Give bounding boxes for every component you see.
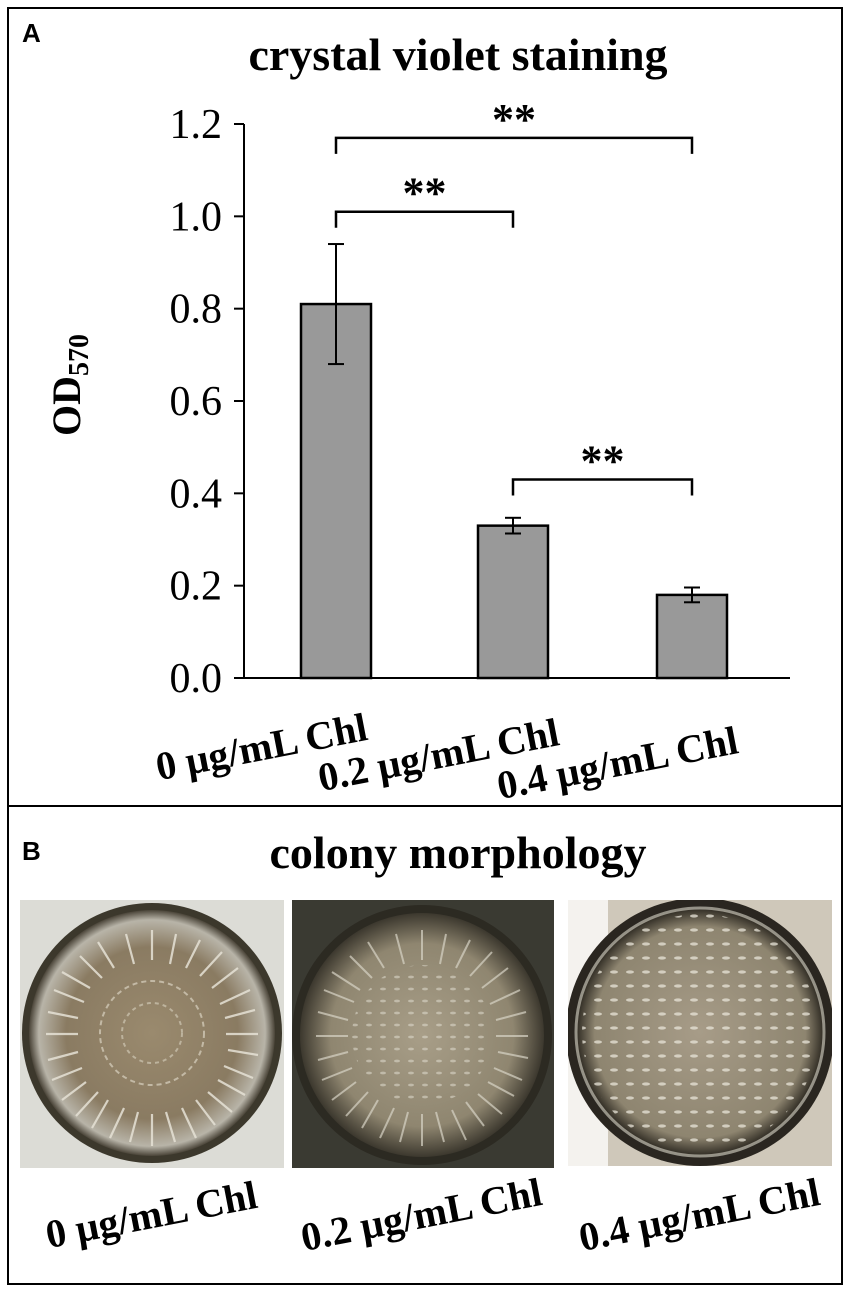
colony-label-0: 0 µg/mL Chl — [42, 1172, 261, 1257]
y-tick-label: 0.6 — [170, 379, 223, 425]
bar-0 — [299, 302, 373, 680]
panel-b-title: colony morphology — [270, 827, 647, 878]
y-axis: 0.0 0.2 0.4 0.6 0.8 1.0 1.2 — [170, 102, 790, 702]
significance-label-1: ** — [403, 169, 447, 218]
y-tick-label: 0.2 — [170, 564, 223, 610]
significance-bracket-2: ** — [511, 436, 694, 496]
significance-label-0: ** — [492, 95, 536, 144]
y-tick-label: 1.0 — [170, 194, 223, 240]
error-bar-1 — [505, 516, 521, 535]
y-tick-label: 0.8 — [170, 287, 223, 333]
significance-brackets: ** ** ** — [334, 95, 694, 496]
colony-label-2: 0.4 µg/mL Chl — [575, 1169, 823, 1260]
y-tick-label: 0.4 — [170, 471, 223, 517]
colony-photo-2: 0.4 µg/mL Chl — [568, 900, 832, 1260]
y-axis-label: OD570 — [44, 334, 95, 436]
significance-label-2: ** — [581, 436, 625, 485]
bar-1 — [476, 524, 550, 680]
y-axis-label-sub: 570 — [64, 334, 95, 376]
bar-2 — [655, 593, 729, 680]
bar-chart: 0.0 0.2 0.4 0.6 0.8 1.0 1.2 ** ** ** 0 µg/mL Chl… — [44, 95, 790, 808]
error-bar-0 — [328, 243, 344, 366]
figure-frame — [7, 7, 843, 1285]
y-tick-label: 0.0 — [170, 656, 223, 702]
bars — [299, 302, 729, 680]
significance-bracket-1: ** — [334, 169, 515, 228]
colony-label-1: 0.2 µg/mL Chl — [297, 1169, 545, 1260]
y-axis-label-main: OD — [44, 376, 89, 436]
y-tick-label: 1.2 — [170, 102, 223, 148]
colony-photo-1: 0.2 µg/mL Chl — [292, 900, 554, 1260]
significance-bracket-0: ** — [334, 95, 694, 154]
panel-a-title: crystal violet staining — [248, 29, 667, 80]
colony-photo-0: 0 µg/mL Chl — [20, 900, 284, 1257]
panel-a-letter: A — [22, 18, 41, 48]
error-bar-2 — [684, 586, 700, 604]
error-bars — [328, 243, 700, 604]
panel-b-letter: B — [22, 836, 41, 866]
